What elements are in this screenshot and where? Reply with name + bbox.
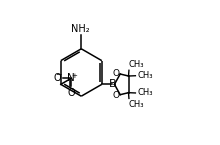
- Text: O: O: [68, 88, 75, 98]
- Text: CH₃: CH₃: [129, 60, 145, 69]
- Text: NH₂: NH₂: [71, 25, 90, 35]
- Text: +: +: [72, 73, 77, 79]
- Text: O: O: [54, 73, 61, 83]
- Text: O: O: [112, 91, 119, 100]
- Text: O: O: [112, 69, 119, 78]
- Text: CH₃: CH₃: [137, 88, 153, 97]
- Text: −: −: [55, 71, 62, 80]
- Text: CH₃: CH₃: [137, 71, 153, 80]
- Text: CH₃: CH₃: [129, 100, 145, 109]
- Text: B: B: [109, 79, 117, 89]
- Text: N: N: [68, 73, 75, 83]
